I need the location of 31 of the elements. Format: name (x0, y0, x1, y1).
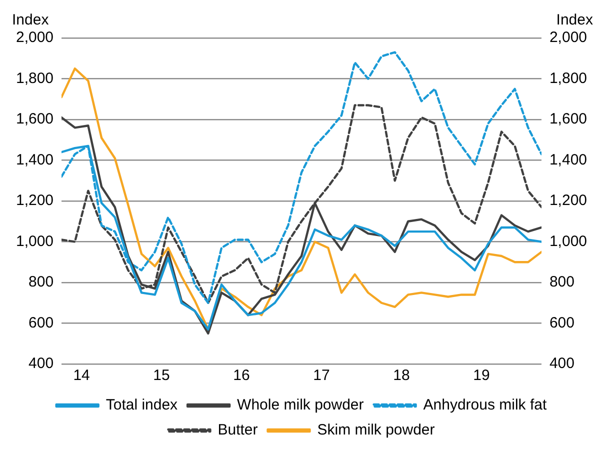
legend-label: Butter (218, 422, 258, 439)
x-tick-label: 16 (233, 367, 250, 384)
legend-label: Skim milk powder (317, 422, 435, 439)
y-tick-label: 800 (28, 274, 54, 291)
legend-label: Whole milk powder (237, 396, 364, 414)
y-tick-label: 1,600 (16, 110, 54, 128)
y-tick-label: 1,800 (16, 70, 54, 87)
y-tick-label: 1,000 (16, 232, 54, 250)
x-tick-label: 14 (73, 367, 90, 384)
y2-tick-label: 2,000 (549, 29, 588, 46)
y2-tick-label: 400 (549, 355, 574, 372)
x-tick-label: 18 (393, 367, 410, 384)
y2-tick-label: 600 (549, 314, 574, 332)
x-tick-label: 15 (153, 367, 170, 384)
y2-tick-label: 800 (549, 274, 574, 291)
legend-label: Total index (106, 396, 178, 414)
y2-axis-title: Index (556, 12, 594, 29)
y2-tick-label: 1,800 (549, 70, 588, 87)
x-tick-label: 19 (473, 367, 490, 384)
y2-tick-label: 1,400 (549, 151, 588, 168)
y-tick-label: 400 (28, 355, 54, 372)
y-tick-label: 600 (28, 314, 54, 332)
y2-tick-label: 1,200 (549, 192, 588, 210)
y-tick-label: 1,400 (16, 151, 54, 168)
y-tick-label: 2,000 (16, 29, 54, 46)
y2-tick-label: 1,600 (549, 110, 588, 128)
x-tick-label: 17 (313, 367, 330, 384)
legend-label: Anhydrous milk fat (423, 396, 548, 414)
y-tick-label: 1,200 (16, 192, 54, 210)
y2-tick-label: 1,000 (549, 232, 588, 250)
y-axis-title: Index (12, 12, 50, 29)
